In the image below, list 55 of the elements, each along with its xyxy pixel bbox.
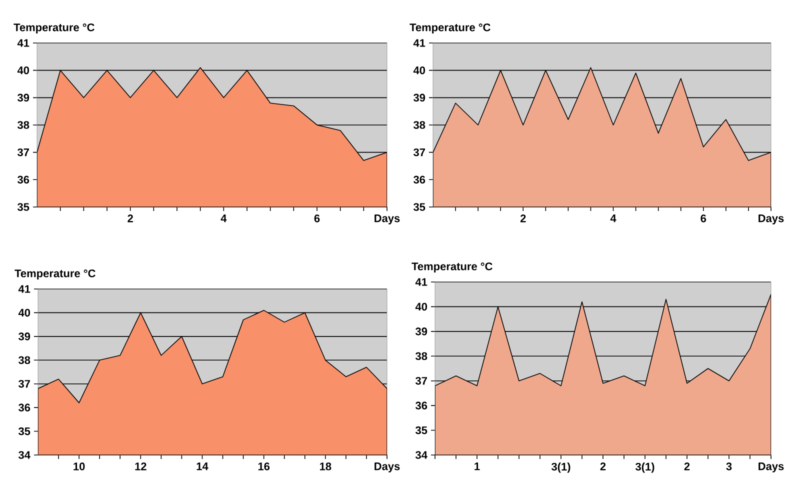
y-tick-label: 34 <box>18 451 30 459</box>
x-tick-label: 2 <box>600 462 606 470</box>
x-tick-label: 4 <box>220 214 227 222</box>
y-tick-label: 35 <box>413 203 426 211</box>
x-tick-label: 18 <box>320 462 332 470</box>
x-tick-label: 6 <box>700 214 706 222</box>
x-tick-label: Days <box>758 214 784 224</box>
y-tick-label: 39 <box>415 328 428 336</box>
x-tick-label: 2 <box>520 214 526 222</box>
y-tick-label: 41 <box>18 285 30 293</box>
x-tick-label: 3(1) <box>635 462 654 473</box>
y-tick-label: 41 <box>17 39 30 47</box>
y-tick-label: 36 <box>413 176 426 184</box>
y-tick-label: 40 <box>413 66 426 74</box>
y-tick-label: 35 <box>415 426 428 434</box>
y-tick-label: 40 <box>415 302 428 311</box>
x-tick-label: 14 <box>196 462 208 470</box>
y-tick-label: 38 <box>18 356 30 364</box>
y-tick-label: 34 <box>415 451 428 459</box>
x-tick-label: Days <box>758 462 784 472</box>
y-tick-label: 40 <box>18 308 30 317</box>
x-tick-label: 12 <box>135 462 146 470</box>
x-tick-label: 2 <box>684 462 690 470</box>
y-axis-title: Temperature °C <box>14 24 94 34</box>
y-axis-title: Temperature °C <box>412 262 492 272</box>
y-tick-label: 38 <box>413 121 426 129</box>
x-tick-label: Days <box>374 462 400 472</box>
x-tick-label: 3(1) <box>551 462 570 473</box>
x-tick-label: Days <box>374 214 400 224</box>
x-tick-label: 16 <box>258 462 270 470</box>
y-axis-title: Temperature °C <box>410 24 490 34</box>
y-tick-label: 37 <box>18 380 30 388</box>
y-tick-label: 41 <box>415 278 428 286</box>
x-tick-label: 4 <box>610 214 616 222</box>
y-tick-label: 37 <box>17 148 29 156</box>
y-tick-label: 38 <box>415 352 428 360</box>
y-tick-label: 36 <box>17 176 30 184</box>
y-tick-label: 37 <box>415 376 427 385</box>
x-tick-label: 2 <box>128 214 133 222</box>
y-tick-label: 39 <box>18 332 30 340</box>
y-tick-label: 40 <box>17 66 30 74</box>
y-tick-label: 39 <box>413 94 426 102</box>
y-tick-label: 38 <box>17 121 30 129</box>
y-tick-label: 36 <box>415 402 428 410</box>
y-tick-label: 35 <box>18 427 30 436</box>
y-tick-label: 41 <box>413 39 426 47</box>
y-tick-label: 36 <box>18 404 30 412</box>
x-tick-label: 6 <box>314 214 320 222</box>
x-tick-label: 1 <box>474 462 480 470</box>
x-tick-label: 3 <box>726 462 732 470</box>
y-tick-label: 35 <box>17 203 30 211</box>
y-tick-label: 37 <box>413 148 425 156</box>
y-tick-label: 39 <box>17 94 30 102</box>
x-tick-label: 10 <box>74 462 85 470</box>
y-axis-title: Temperature °C <box>14 270 96 280</box>
